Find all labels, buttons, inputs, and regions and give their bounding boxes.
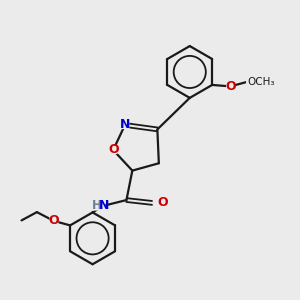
Text: O: O bbox=[225, 80, 236, 93]
FancyBboxPatch shape bbox=[109, 146, 118, 154]
Text: N: N bbox=[99, 199, 110, 212]
FancyBboxPatch shape bbox=[88, 201, 105, 211]
Text: OCH₃: OCH₃ bbox=[247, 77, 275, 87]
FancyBboxPatch shape bbox=[50, 217, 58, 225]
Text: N: N bbox=[120, 118, 130, 131]
Text: O: O bbox=[108, 143, 119, 157]
FancyBboxPatch shape bbox=[226, 82, 235, 91]
FancyBboxPatch shape bbox=[246, 77, 265, 87]
Text: O: O bbox=[49, 214, 59, 227]
Text: O: O bbox=[157, 196, 168, 209]
FancyBboxPatch shape bbox=[153, 199, 161, 207]
Text: H: H bbox=[92, 199, 101, 212]
FancyBboxPatch shape bbox=[121, 121, 129, 129]
